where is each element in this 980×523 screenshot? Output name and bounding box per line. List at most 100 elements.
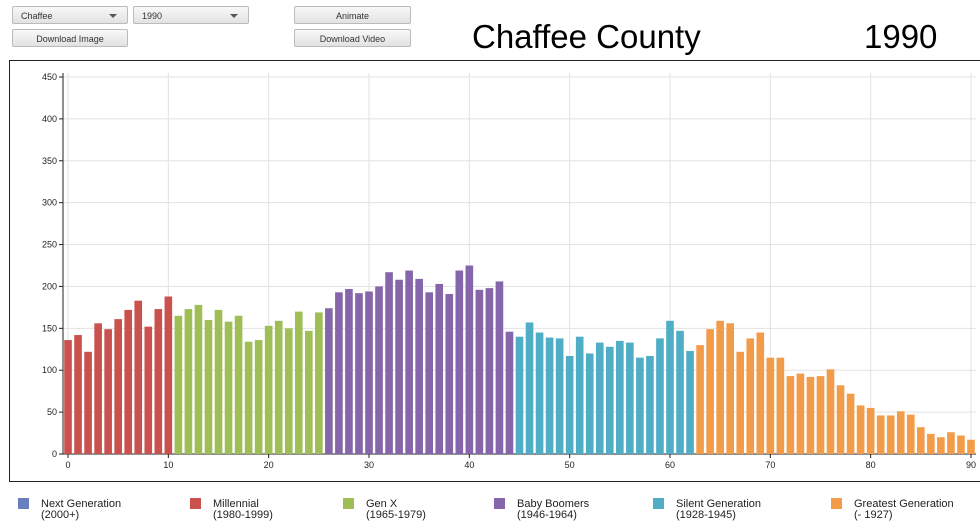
x-tick-label: 10 [163, 460, 173, 470]
bar [565, 355, 574, 454]
bar [646, 355, 654, 454]
bar [836, 385, 845, 454]
bar [395, 279, 403, 454]
bar [315, 312, 323, 454]
bar [134, 300, 143, 454]
bar [776, 357, 785, 454]
bar [485, 288, 494, 454]
bar [505, 331, 514, 454]
x-tick-label: 40 [464, 460, 474, 470]
x-tick-label: 0 [66, 460, 71, 470]
bar [585, 353, 594, 454]
bar [726, 323, 735, 454]
bar [636, 357, 644, 454]
legend-swatch [653, 498, 664, 509]
bar [224, 321, 233, 454]
year-select[interactable]: 1990 [133, 6, 249, 24]
bar [856, 405, 865, 454]
legend-label: Silent Generation [676, 498, 761, 510]
bar [204, 319, 213, 454]
x-tick-label: 90 [966, 460, 976, 470]
download-video-button[interactable]: Download Video [294, 29, 411, 47]
bar [676, 330, 684, 454]
bar [686, 350, 694, 454]
bar [575, 336, 584, 454]
bar [335, 292, 343, 454]
bar [304, 330, 313, 454]
bar [124, 309, 133, 454]
chart-subtitle: 1990 [864, 18, 938, 55]
legend-years: (- 1927) [854, 509, 893, 521]
x-tick-label: 80 [866, 460, 876, 470]
bar [435, 283, 444, 454]
bar [194, 304, 203, 454]
legend-label: Baby Boomers [517, 498, 590, 510]
bar [385, 272, 393, 454]
bar [957, 435, 965, 454]
bar [826, 369, 835, 454]
y-tick-label: 350 [42, 156, 57, 166]
bar [114, 319, 122, 454]
bar [365, 291, 373, 454]
legend-label: Next Generation [41, 498, 121, 510]
legend-label: Millennial [213, 498, 259, 510]
bar [696, 345, 704, 454]
bar [917, 427, 925, 454]
bar [605, 346, 614, 454]
download-image-button[interactable]: Download Image [12, 29, 128, 47]
bar [866, 407, 875, 454]
animate-button[interactable]: Animate [294, 6, 411, 24]
bar [666, 320, 674, 454]
bar [64, 340, 72, 454]
x-tick-label: 30 [364, 460, 374, 470]
y-tick-label: 450 [42, 72, 57, 82]
bar [164, 296, 173, 454]
bar [465, 265, 474, 454]
bar [405, 270, 413, 454]
bar [616, 340, 624, 454]
bar [94, 323, 102, 454]
x-tick-label: 60 [665, 460, 675, 470]
bar [284, 328, 293, 454]
bar [706, 329, 714, 454]
legend-years: (1965-1979) [366, 509, 426, 521]
bar [264, 325, 273, 454]
bar [254, 340, 263, 454]
bar [595, 342, 604, 454]
legend-label: Gen X [366, 498, 398, 510]
bar [294, 311, 303, 454]
y-tick-label: 200 [42, 281, 57, 291]
y-tick-label: 150 [42, 323, 57, 333]
bar [535, 332, 544, 454]
bar [806, 376, 815, 454]
bar [345, 288, 353, 454]
bar [355, 293, 363, 454]
bar [746, 338, 755, 454]
bar [886, 415, 895, 454]
y-tick-label: 400 [42, 114, 57, 124]
bar [184, 309, 193, 454]
y-tick-label: 0 [52, 449, 57, 459]
bar [174, 315, 183, 454]
legend-swatch [831, 498, 842, 509]
bar [967, 439, 975, 454]
bar [937, 437, 945, 454]
bar [716, 320, 724, 454]
bar [74, 335, 82, 454]
bar [796, 373, 805, 454]
y-tick-label: 50 [47, 407, 57, 417]
legend-years: (2000+) [41, 509, 79, 521]
bar [816, 376, 825, 454]
bar [445, 293, 454, 454]
bar [876, 415, 885, 454]
bar [515, 336, 524, 454]
x-tick-label: 20 [264, 460, 274, 470]
bar [896, 411, 905, 454]
y-tick-label: 300 [42, 198, 57, 208]
bar [756, 332, 765, 454]
bar [425, 292, 434, 454]
bar [766, 357, 775, 454]
legend-swatch [343, 498, 354, 509]
county-select[interactable]: Chaffee [12, 6, 128, 24]
